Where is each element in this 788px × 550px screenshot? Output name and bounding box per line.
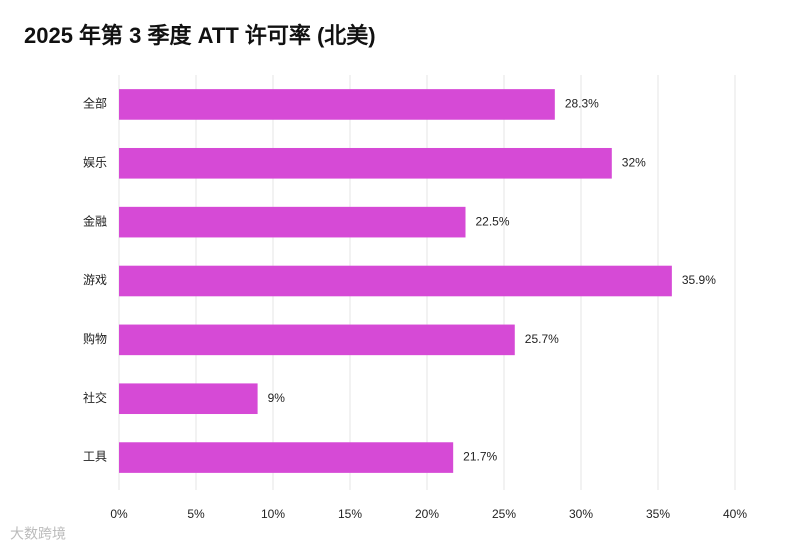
- chart-title: 2025 年第 3 季度 ATT 许可率 (北美): [24, 23, 376, 48]
- value-label: 21.7%: [463, 450, 497, 464]
- value-label: 9%: [268, 391, 286, 405]
- value-label: 28.3%: [565, 97, 599, 111]
- bar: [119, 324, 515, 356]
- x-tick-label: 5%: [187, 507, 205, 521]
- value-label: 25.7%: [525, 332, 559, 346]
- bar: [119, 147, 612, 179]
- y-tick-label: 娱乐: [83, 155, 107, 169]
- y-tick-label: 游戏: [83, 273, 107, 287]
- bar: [119, 265, 672, 297]
- value-label: 35.9%: [682, 273, 716, 287]
- x-tick-label: 30%: [569, 507, 593, 521]
- bar: [119, 442, 454, 473]
- bar: [119, 383, 258, 415]
- y-tick-label: 购物: [83, 331, 107, 346]
- x-tick-label: 35%: [646, 507, 670, 521]
- value-label: 32%: [622, 155, 646, 169]
- x-tick-label: 40%: [723, 507, 747, 521]
- x-tick-label: 20%: [415, 507, 439, 521]
- x-tick-label: 0%: [110, 507, 128, 521]
- x-tick-label: 15%: [338, 507, 362, 521]
- y-tick-label: 全部: [83, 96, 107, 111]
- y-tick-label: 金融: [83, 213, 107, 228]
- watermark: 大数跨境: [10, 526, 66, 542]
- bar: [119, 89, 555, 120]
- y-tick-label: 工具: [83, 450, 107, 464]
- value-label: 22.5%: [476, 214, 510, 228]
- x-tick-label: 25%: [492, 507, 516, 521]
- y-tick-label: 社交: [83, 390, 107, 405]
- x-tick-label: 10%: [261, 507, 285, 521]
- bar: [119, 206, 466, 238]
